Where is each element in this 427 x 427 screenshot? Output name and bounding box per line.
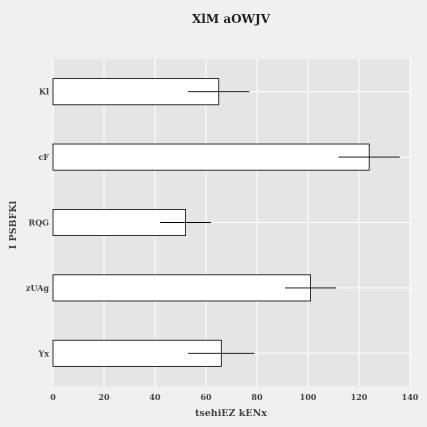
x-tick-label: 20: [98, 392, 110, 402]
y-tick-label: Yx: [38, 348, 50, 358]
x-axis-ticks: 0 20 40 60 80 100 120 140: [50, 392, 419, 402]
chart-title: XlM aOWJV: [192, 12, 271, 26]
y-axis-ticks: Yx zUAg RQG cF Kl: [26, 87, 49, 359]
bar-zUAg: [52, 274, 311, 302]
y-tick-label: RQG: [29, 218, 50, 228]
bar-cF: [52, 143, 370, 171]
x-axis-label: tsehiEZ kENx: [195, 408, 267, 419]
y-axis-label: I PSBFKl: [8, 200, 19, 249]
x-tick-label: 80: [251, 392, 263, 402]
y-tick-label: zUAg: [26, 283, 49, 293]
x-tick-label: 100: [300, 392, 317, 402]
y-tick-label: Kl: [39, 87, 49, 97]
y-tick-label: cF: [38, 152, 49, 162]
error-bars: [160, 91, 400, 354]
x-tick-label: 0: [50, 392, 56, 402]
x-tick-label: 140: [402, 392, 419, 402]
x-tick-label: 40: [149, 392, 161, 402]
x-tick-label: 60: [200, 392, 212, 402]
x-tick-label: 120: [351, 392, 368, 402]
